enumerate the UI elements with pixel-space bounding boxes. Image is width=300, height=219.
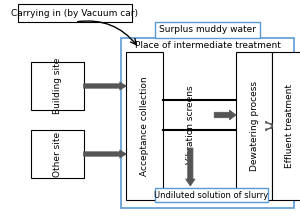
Text: Vibration screens: Vibration screens bbox=[186, 86, 195, 164]
Text: Dewatering process: Dewatering process bbox=[250, 81, 259, 171]
Polygon shape bbox=[83, 82, 126, 90]
Text: Undiluted solution of slurry: Undiluted solution of slurry bbox=[154, 191, 268, 200]
Text: Place of intermediate treatment: Place of intermediate treatment bbox=[135, 41, 280, 49]
FancyBboxPatch shape bbox=[31, 130, 83, 178]
Text: Acceptance collection: Acceptance collection bbox=[140, 76, 149, 176]
Text: Carrying in (by Vacuum car): Carrying in (by Vacuum car) bbox=[11, 9, 138, 18]
Polygon shape bbox=[83, 150, 126, 158]
FancyBboxPatch shape bbox=[272, 52, 300, 200]
Text: Surplus muddy water: Surplus muddy water bbox=[159, 25, 256, 35]
FancyBboxPatch shape bbox=[31, 62, 83, 110]
Text: Building site: Building site bbox=[53, 58, 62, 114]
Polygon shape bbox=[186, 148, 195, 186]
Text: Other site: Other site bbox=[53, 131, 62, 177]
FancyArrowPatch shape bbox=[78, 21, 136, 45]
FancyBboxPatch shape bbox=[236, 52, 272, 200]
FancyBboxPatch shape bbox=[121, 38, 294, 208]
FancyBboxPatch shape bbox=[155, 22, 260, 38]
FancyBboxPatch shape bbox=[126, 52, 163, 200]
Polygon shape bbox=[214, 110, 236, 120]
Text: Effluent treatment: Effluent treatment bbox=[284, 84, 293, 168]
FancyBboxPatch shape bbox=[155, 188, 268, 202]
Polygon shape bbox=[266, 121, 272, 131]
FancyBboxPatch shape bbox=[18, 4, 132, 22]
